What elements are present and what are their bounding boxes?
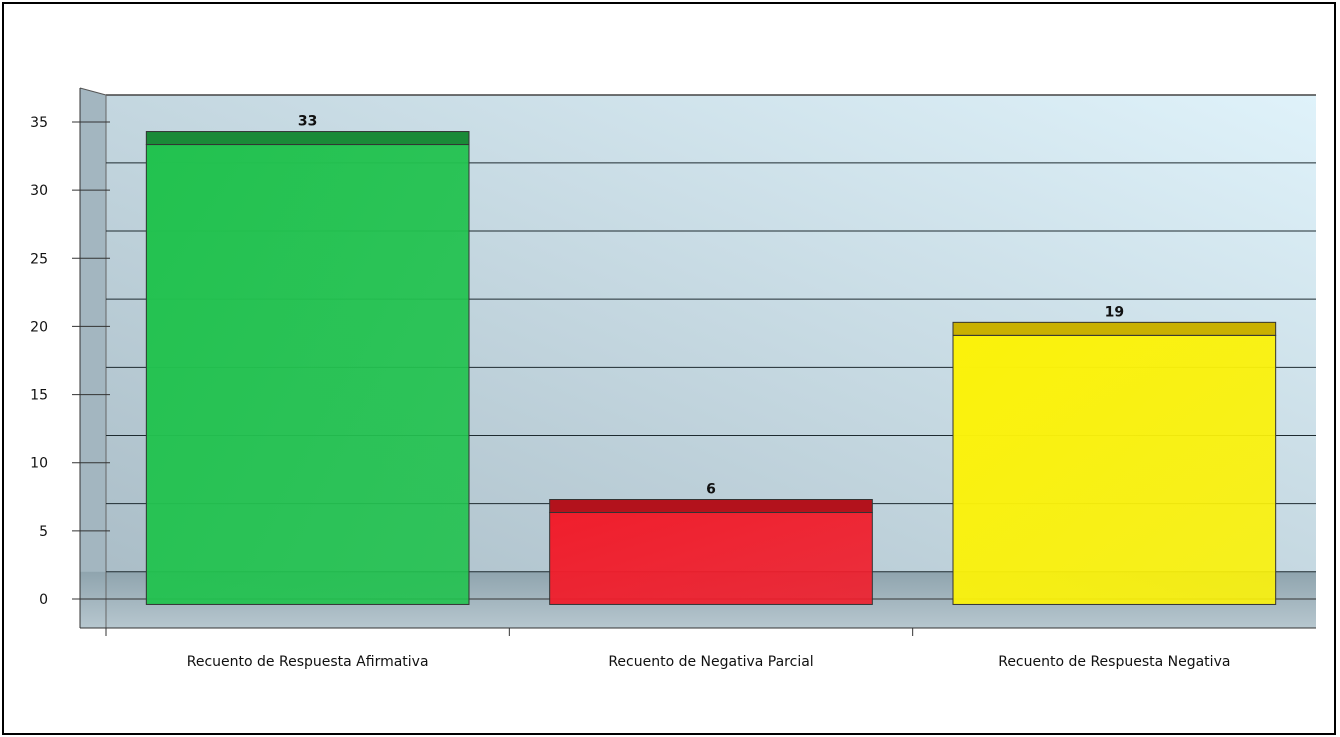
y-tick-label: 5 xyxy=(39,524,48,540)
plot-corner-line xyxy=(79,87,107,96)
y-tick-label: 30 xyxy=(30,183,48,199)
x-category-label: Recuento de Respuesta Afirmativa xyxy=(187,654,429,670)
bar xyxy=(145,144,470,605)
bar xyxy=(952,334,1277,605)
data-label: 6 xyxy=(706,482,716,498)
data-label: 19 xyxy=(1105,304,1124,320)
y-tick-label: 35 xyxy=(30,115,48,131)
y-tick-label: 0 xyxy=(39,592,48,608)
y-tick-label: 20 xyxy=(30,319,48,335)
plot-side-wall xyxy=(80,88,106,628)
x-category-label: Recuento de Negativa Parcial xyxy=(608,654,813,670)
y-tick-label: 15 xyxy=(30,388,48,404)
bar-top xyxy=(549,499,873,514)
bar-top xyxy=(145,131,470,146)
bars xyxy=(145,131,1277,605)
x-category-label: Recuento de Respuesta Negativa xyxy=(998,654,1230,670)
data-label: 33 xyxy=(298,114,317,130)
y-tick-label: 10 xyxy=(30,456,48,472)
bar xyxy=(549,512,873,605)
labels: 0 5 10 15 20 25 30 35 33 Recuento de Respuesta Af… xyxy=(30,114,1230,670)
bar-top xyxy=(952,321,1277,336)
y-tick-label: 25 xyxy=(30,251,48,267)
